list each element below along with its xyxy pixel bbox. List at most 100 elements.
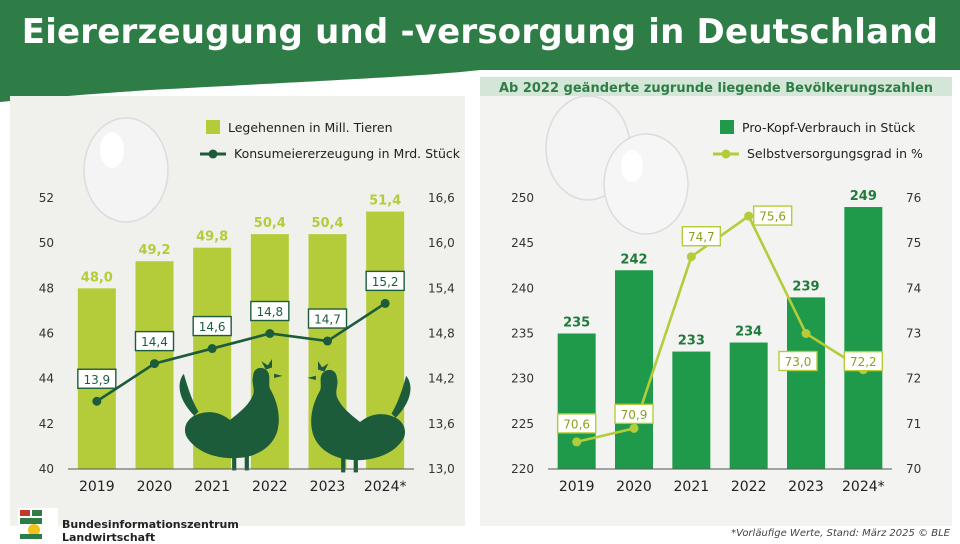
bar bbox=[557, 333, 596, 469]
y-right-tick-label: 14,2 bbox=[428, 372, 455, 386]
ble-logo bbox=[18, 508, 58, 540]
y-left-tick-label: 235 bbox=[511, 327, 534, 341]
x-tick-label: 2021 bbox=[194, 479, 230, 495]
line-value-box bbox=[556, 413, 597, 434]
org-line-2: Landwirtschaft bbox=[62, 531, 156, 544]
bar-value-label: 239 bbox=[792, 279, 819, 294]
line-value-label: 75,6 bbox=[759, 210, 786, 224]
x-tick-label: 2019 bbox=[559, 479, 595, 495]
y-left-tick-label: 46 bbox=[39, 327, 54, 341]
line-value-box bbox=[307, 308, 348, 329]
line-value-label: 14,7 bbox=[314, 313, 341, 327]
x-tick-label: 2024* bbox=[842, 479, 885, 495]
y-left-tick-label: 245 bbox=[511, 236, 534, 250]
y-right-tick-label: 71 bbox=[906, 417, 921, 431]
legend-swatch-marker bbox=[208, 149, 218, 159]
y-left-tick-label: 40 bbox=[39, 462, 54, 476]
y-right-tick-label: 70 bbox=[906, 462, 921, 476]
bar-value-label: 242 bbox=[620, 252, 647, 267]
legend-swatch-bar bbox=[206, 120, 220, 134]
subheading: Ab 2022 geänderte zugrunde liegende Bevö… bbox=[480, 77, 952, 100]
line-value-label: 13,9 bbox=[83, 373, 110, 387]
x-tick-label: 2021 bbox=[674, 479, 710, 495]
bar-value-label: 51,4 bbox=[369, 194, 401, 209]
line-point bbox=[380, 298, 390, 308]
x-tick-label: 2024* bbox=[364, 479, 407, 495]
y-left-tick-label: 250 bbox=[511, 191, 534, 205]
y-right-tick-label: 73 bbox=[906, 327, 921, 341]
bar-value-label: 50,4 bbox=[311, 216, 343, 231]
bar-value-label: 48,0 bbox=[81, 270, 113, 285]
line-point bbox=[801, 329, 811, 338]
line-value-box bbox=[365, 270, 405, 292]
y-left-tick-label: 230 bbox=[511, 372, 534, 386]
line-point bbox=[150, 359, 159, 369]
bar-value-label: 234 bbox=[735, 325, 762, 340]
y-right-tick-label: 13,0 bbox=[428, 462, 455, 476]
line-value-label: 70,6 bbox=[563, 417, 590, 431]
x-tick-label: 2019 bbox=[79, 479, 115, 495]
x-tick-label: 2022 bbox=[252, 479, 288, 495]
y-right-tick-label: 76 bbox=[906, 191, 921, 205]
legend-label-line: Selbstversorgungsgrad in % bbox=[747, 146, 923, 161]
x-tick-label: 2020 bbox=[137, 479, 173, 495]
legend-label-bar: Pro-Kopf-Verbrauch in Stück bbox=[742, 120, 916, 135]
y-right-tick-label: 72 bbox=[906, 372, 921, 386]
line-point bbox=[629, 423, 639, 433]
x-tick-label: 2023 bbox=[788, 479, 824, 495]
bar-value-label: 50,4 bbox=[254, 216, 286, 231]
x-tick-label: 2020 bbox=[616, 479, 652, 495]
legend-swatch-marker bbox=[721, 149, 731, 159]
line-value-box bbox=[77, 368, 117, 389]
line-point bbox=[686, 252, 696, 262]
y-left-tick-label: 50 bbox=[39, 236, 54, 250]
bar bbox=[672, 351, 711, 469]
line-value-box bbox=[614, 403, 654, 425]
line-value-label: 73,0 bbox=[785, 355, 812, 369]
line-value-label: 14,6 bbox=[199, 320, 226, 334]
line-value-label: 14,8 bbox=[256, 305, 283, 319]
y-left-tick-label: 240 bbox=[511, 281, 534, 295]
y-left-tick-label: 48 bbox=[39, 281, 54, 295]
org-line-1: Bundesinformationszentrum bbox=[62, 518, 239, 531]
line-point bbox=[572, 437, 582, 447]
x-tick-label: 2022 bbox=[731, 479, 767, 495]
x-tick-label: 2023 bbox=[310, 479, 346, 495]
footnote: *Vorläufige Werte, Stand: März 2025 © BL… bbox=[731, 528, 950, 539]
line-point bbox=[323, 336, 332, 346]
y-right-tick-label: 16,6 bbox=[428, 191, 455, 205]
y-right-tick-label: 13,6 bbox=[428, 417, 455, 431]
header-wave bbox=[0, 52, 960, 102]
y-left-tick-label: 220 bbox=[511, 462, 534, 476]
bar-value-label: 249 bbox=[850, 189, 877, 204]
line-point bbox=[744, 211, 754, 221]
y-right-tick-label: 75 bbox=[906, 236, 921, 250]
bar bbox=[787, 297, 825, 469]
line-value-box bbox=[778, 350, 818, 372]
legend-label-bar: Legehennen in Mill. Tieren bbox=[228, 120, 393, 135]
line-value-box bbox=[134, 330, 175, 352]
line-value-box bbox=[681, 226, 722, 247]
line-value-label: 14,4 bbox=[141, 335, 168, 349]
line-point bbox=[92, 396, 102, 406]
bar bbox=[844, 207, 883, 470]
bar-value-label: 233 bbox=[678, 334, 705, 349]
line-value-box bbox=[192, 315, 232, 337]
series-line bbox=[96, 302, 386, 403]
line-value-box bbox=[843, 350, 884, 372]
hen-icon-right bbox=[307, 361, 411, 473]
line-value-label: 15,2 bbox=[372, 275, 399, 289]
hen-icon-left bbox=[179, 359, 283, 471]
y-right-tick-label: 16,0 bbox=[428, 236, 455, 250]
line-value-label: 74,7 bbox=[688, 230, 715, 244]
line-value-label: 70,9 bbox=[621, 408, 648, 422]
egg-highlight-icon bbox=[100, 132, 124, 168]
bar bbox=[615, 270, 653, 469]
egg-highlight-icon bbox=[621, 150, 643, 182]
bar-value-label: 49,8 bbox=[196, 230, 228, 245]
bar-value-label: 235 bbox=[563, 316, 590, 331]
line-value-box bbox=[250, 300, 290, 322]
line-value-box bbox=[752, 205, 793, 226]
